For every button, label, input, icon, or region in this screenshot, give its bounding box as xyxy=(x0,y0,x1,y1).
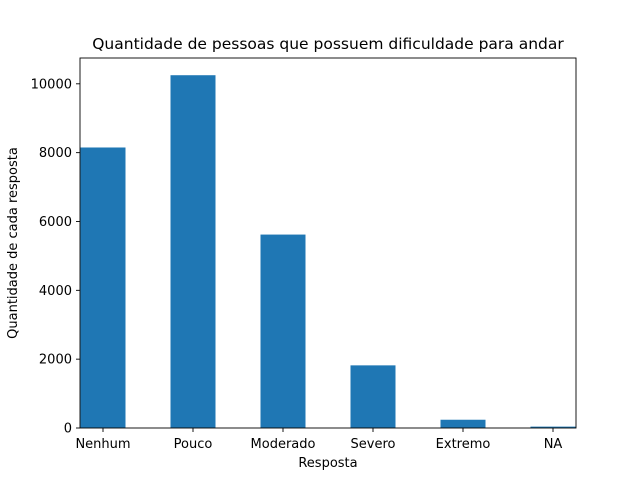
bar-pouco xyxy=(170,75,216,429)
x-tick-label: Extremo xyxy=(436,437,491,452)
y-tick-label: 0 xyxy=(64,422,72,437)
y-tick-label: 4000 xyxy=(39,284,72,299)
x-tick-label: Pouco xyxy=(174,437,213,452)
y-axis: 0 2000 4000 6000 8000 10000 xyxy=(31,77,80,437)
bar-extremo xyxy=(440,419,486,428)
bar-moderado xyxy=(260,234,306,428)
bar-severo xyxy=(350,365,396,428)
y-tick-label: 8000 xyxy=(39,146,72,161)
y-tick-label: 6000 xyxy=(39,215,72,230)
x-tick-label: NA xyxy=(544,437,563,452)
bar-nenhum xyxy=(80,147,126,429)
x-axis-label: Resposta xyxy=(298,456,357,471)
x-tick-label: Moderado xyxy=(251,437,316,452)
x-axis: Nenhum Pouco Moderado Severo Extremo NA xyxy=(75,428,562,452)
x-tick-label: Nenhum xyxy=(75,437,130,452)
plot-frame xyxy=(79,57,577,429)
bar-na xyxy=(530,426,576,428)
y-tick-label: 10000 xyxy=(31,77,72,92)
y-tick-label: 2000 xyxy=(39,353,72,368)
y-axis-label: Quantidade de cada resposta xyxy=(6,147,21,339)
chart-title: Quantidade de pessoas que possuem dificu… xyxy=(92,35,564,53)
bars-layer xyxy=(80,75,576,429)
x-tick-label: Severo xyxy=(351,437,396,452)
